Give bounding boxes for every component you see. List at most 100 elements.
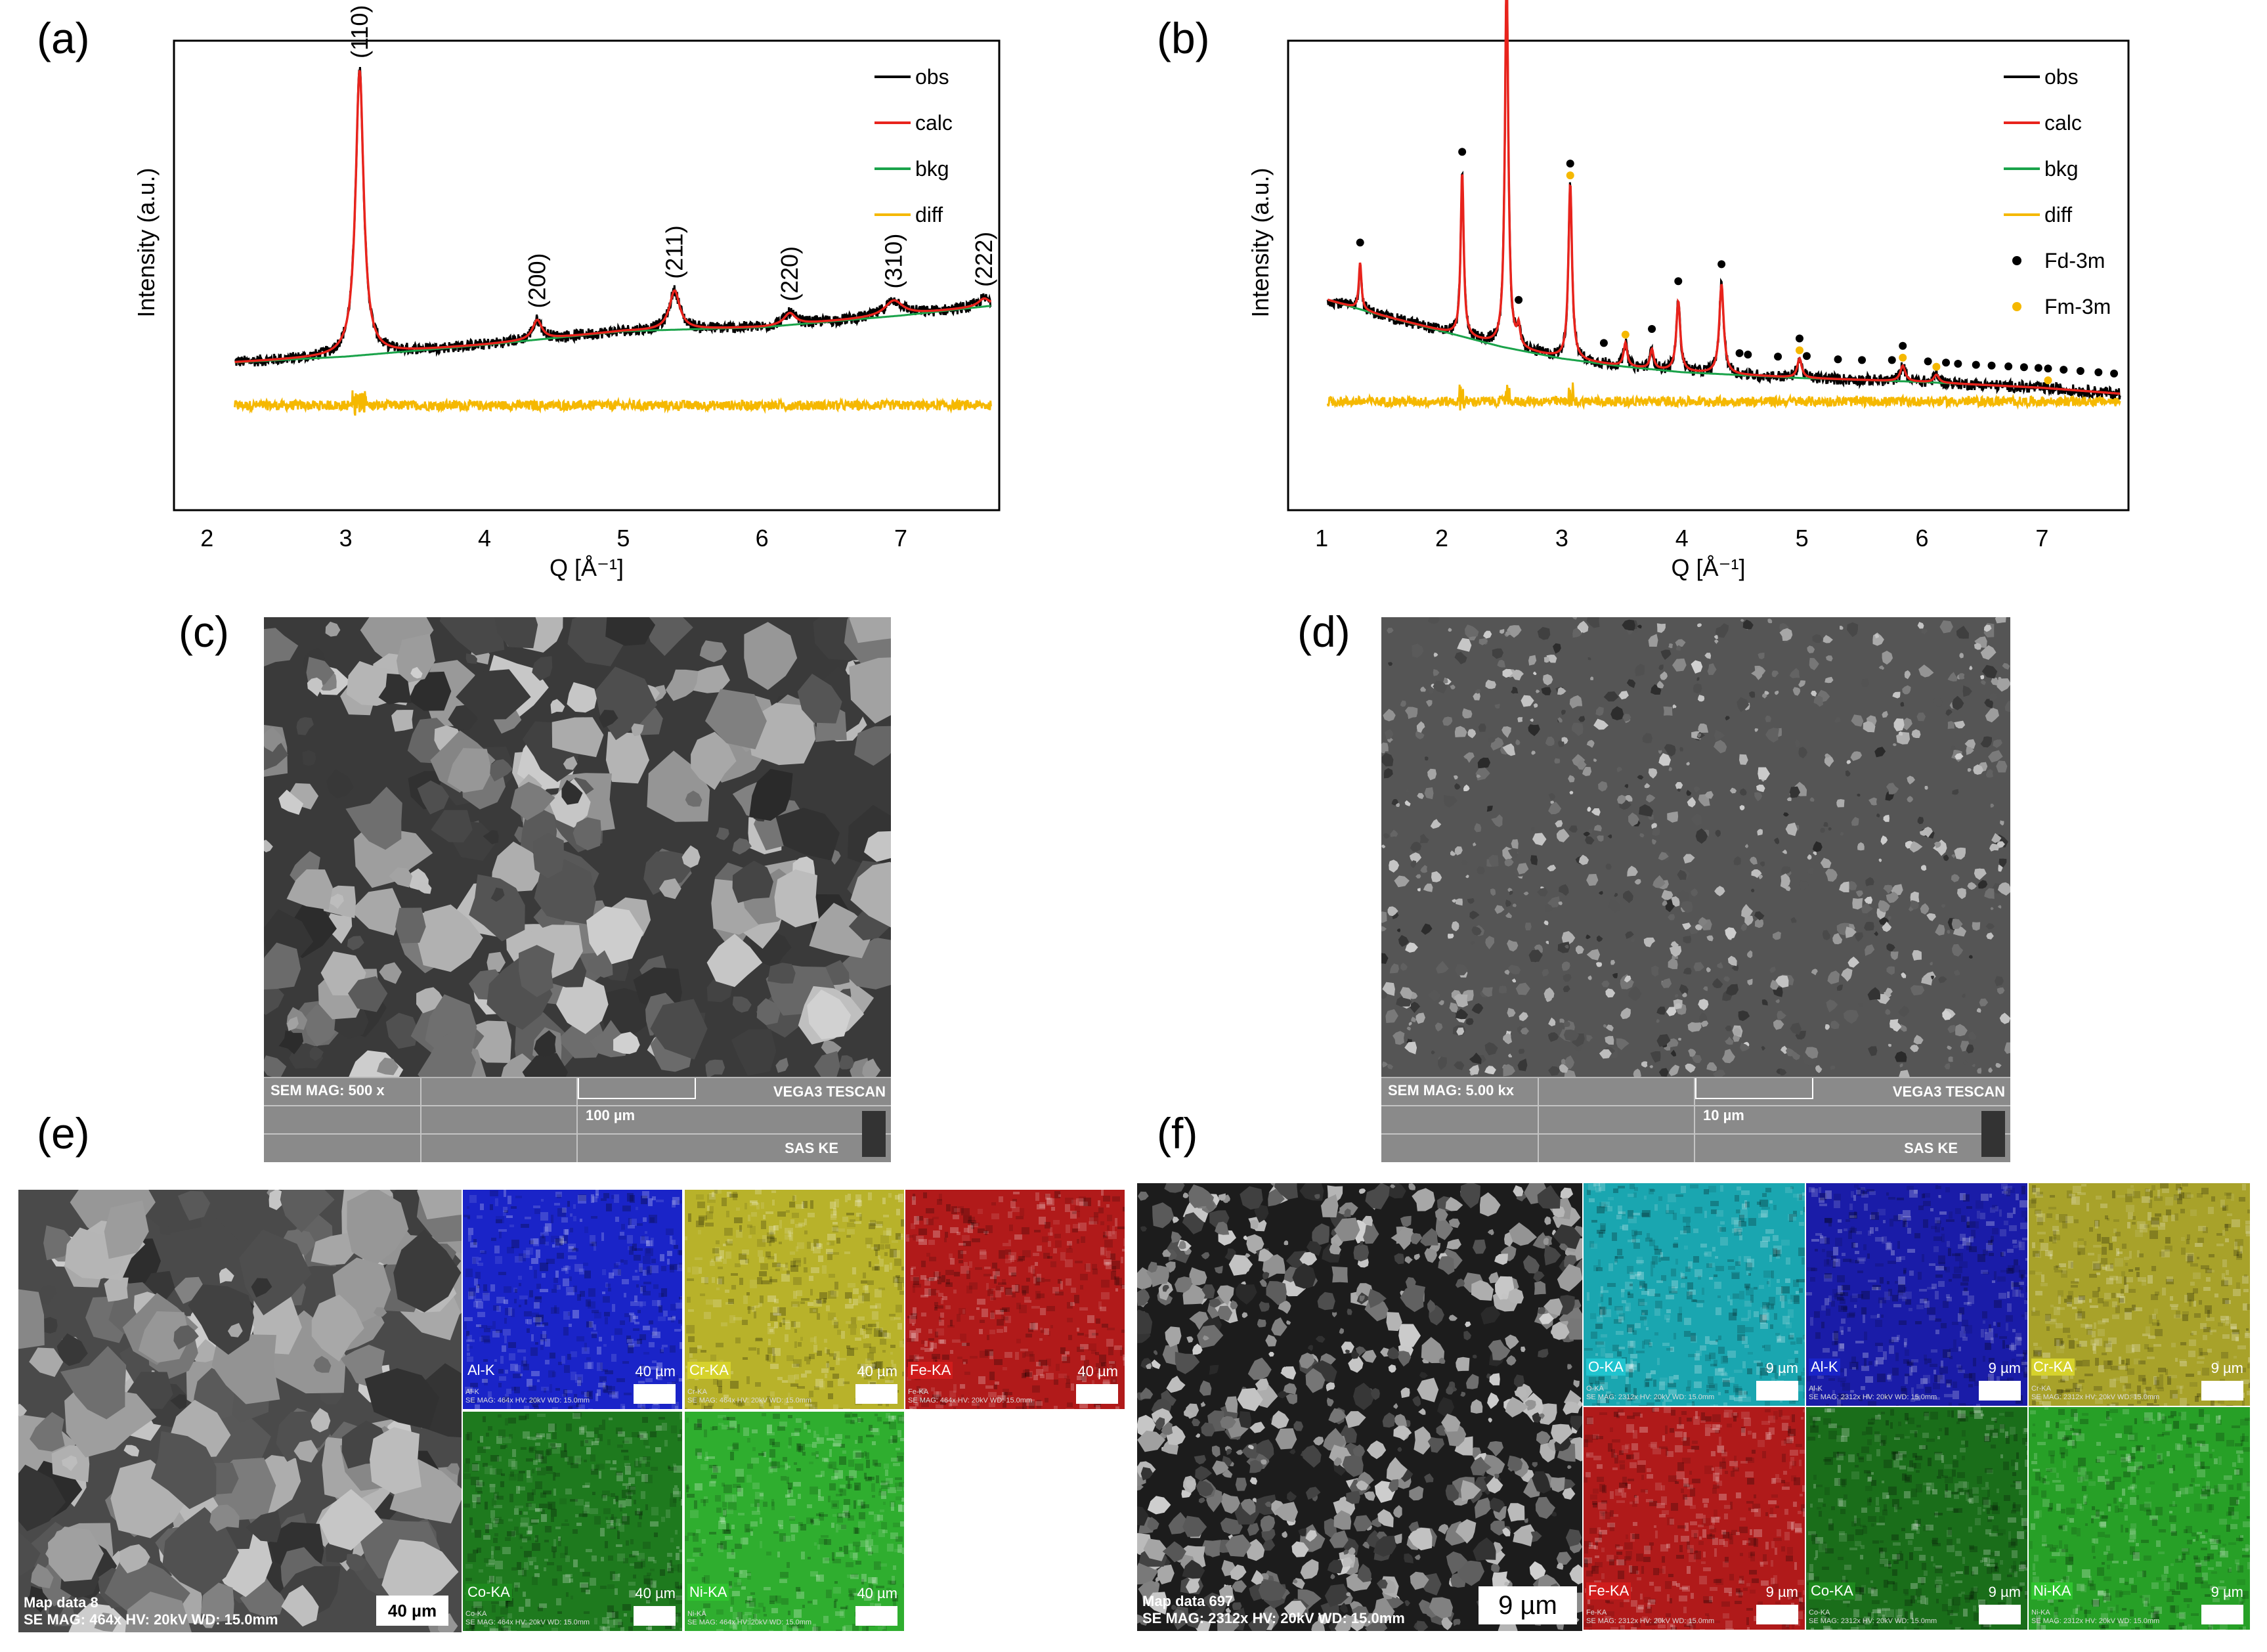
grain bbox=[1952, 789, 1959, 795]
noise-speck bbox=[534, 1565, 538, 1569]
noise-speck bbox=[643, 1326, 650, 1330]
grain bbox=[1597, 835, 1604, 842]
eds-map-fe-ka: Fe-KA 40 µm Fe-KA SE MAG: 464x HV: 20kV WD:… bbox=[905, 1190, 1125, 1409]
noise-speck bbox=[870, 1220, 876, 1226]
grain bbox=[1412, 1188, 1435, 1211]
noise-speck bbox=[534, 1573, 540, 1577]
noise-speck bbox=[474, 1278, 478, 1286]
noise-speck bbox=[834, 1199, 839, 1207]
noise-speck bbox=[836, 1552, 844, 1557]
grain bbox=[1883, 884, 1893, 894]
noise-speck bbox=[529, 1240, 534, 1244]
grain bbox=[240, 1574, 286, 1617]
noise-speck bbox=[630, 1219, 637, 1226]
noise-speck bbox=[789, 1232, 793, 1241]
noise-speck bbox=[1068, 1335, 1072, 1340]
grain bbox=[1194, 1454, 1207, 1465]
noise-speck bbox=[494, 1246, 500, 1253]
noise-speck bbox=[882, 1626, 887, 1631]
noise-speck bbox=[609, 1393, 617, 1397]
noise-speck bbox=[676, 1303, 682, 1309]
noise-speck bbox=[725, 1241, 733, 1246]
grain bbox=[1668, 1064, 1679, 1076]
noise-speck bbox=[609, 1272, 614, 1278]
noise-speck bbox=[752, 1429, 758, 1433]
noise-speck bbox=[980, 1351, 988, 1358]
grain bbox=[1424, 787, 1434, 800]
noise-speck bbox=[515, 1289, 517, 1293]
noise-speck bbox=[911, 1313, 917, 1319]
grain bbox=[1174, 1276, 1192, 1293]
grain bbox=[1786, 797, 1792, 801]
noise-speck bbox=[646, 1248, 651, 1253]
grain bbox=[1433, 669, 1440, 676]
noise-speck bbox=[563, 1235, 568, 1244]
grain bbox=[1641, 1061, 1648, 1068]
grain bbox=[1175, 1351, 1200, 1374]
grain bbox=[1398, 935, 1409, 947]
noise-speck bbox=[1064, 1376, 1069, 1379]
noise-speck bbox=[729, 1315, 735, 1323]
grain bbox=[1930, 961, 1933, 965]
noise-speck bbox=[861, 1370, 866, 1378]
noise-speck bbox=[716, 1240, 720, 1244]
noise-speck bbox=[699, 1553, 703, 1556]
grain bbox=[1962, 993, 1966, 998]
noise-speck bbox=[653, 1284, 659, 1289]
grain bbox=[1154, 1350, 1158, 1355]
grain bbox=[1725, 927, 1737, 940]
grain bbox=[749, 769, 793, 821]
grain bbox=[1682, 992, 1687, 997]
grain bbox=[1348, 1354, 1364, 1373]
noise-speck bbox=[540, 1289, 548, 1292]
noise-speck bbox=[544, 1559, 548, 1561]
y-axis-label: Intensity (a.u.) bbox=[1247, 167, 1274, 317]
grain bbox=[370, 1427, 421, 1494]
noise-speck bbox=[829, 1449, 832, 1457]
noise-speck bbox=[526, 1248, 533, 1255]
grain bbox=[775, 1057, 788, 1073]
noise-speck bbox=[814, 1542, 817, 1546]
noise-speck bbox=[467, 1217, 470, 1219]
noise-speck bbox=[624, 1293, 626, 1297]
noise-speck bbox=[880, 1510, 884, 1512]
noise-speck bbox=[1106, 1251, 1111, 1258]
grain bbox=[1417, 1378, 1439, 1402]
noise-speck bbox=[796, 1364, 800, 1366]
noise-speck bbox=[890, 1378, 893, 1382]
noise-speck bbox=[520, 1534, 523, 1538]
grain bbox=[1947, 672, 1958, 682]
noise-speck bbox=[855, 1485, 859, 1490]
noise-speck bbox=[532, 1489, 536, 1495]
noise-speck bbox=[863, 1331, 866, 1339]
noise-speck bbox=[945, 1282, 953, 1287]
noise-speck bbox=[845, 1195, 848, 1202]
noise-speck bbox=[582, 1347, 590, 1354]
grain bbox=[1471, 1003, 1484, 1014]
grain bbox=[1934, 842, 1941, 848]
noise-speck bbox=[845, 1412, 852, 1418]
noise-speck bbox=[836, 1494, 842, 1496]
noise-speck bbox=[1039, 1217, 1046, 1225]
noise-speck bbox=[529, 1561, 533, 1565]
noise-speck bbox=[627, 1235, 633, 1244]
grain bbox=[1165, 1326, 1182, 1347]
noise-speck bbox=[713, 1465, 718, 1472]
noise-speck bbox=[788, 1488, 791, 1493]
noise-speck bbox=[1101, 1280, 1110, 1288]
grain bbox=[469, 874, 525, 942]
sem-mag-label: SEM MAG: 5.00 kx bbox=[1381, 1078, 1539, 1106]
grain bbox=[1683, 936, 1692, 944]
noise-speck bbox=[936, 1328, 944, 1336]
noise-speck bbox=[670, 1498, 676, 1507]
peak-label: (200) bbox=[523, 253, 550, 308]
grain bbox=[173, 1325, 199, 1350]
noise-speck bbox=[561, 1450, 567, 1458]
noise-speck bbox=[680, 1429, 682, 1434]
noise-speck bbox=[622, 1604, 631, 1611]
noise-speck bbox=[827, 1464, 832, 1468]
grain bbox=[1528, 724, 1540, 736]
grain bbox=[1454, 846, 1463, 856]
noise-speck bbox=[615, 1496, 618, 1502]
grain bbox=[1675, 645, 1681, 651]
